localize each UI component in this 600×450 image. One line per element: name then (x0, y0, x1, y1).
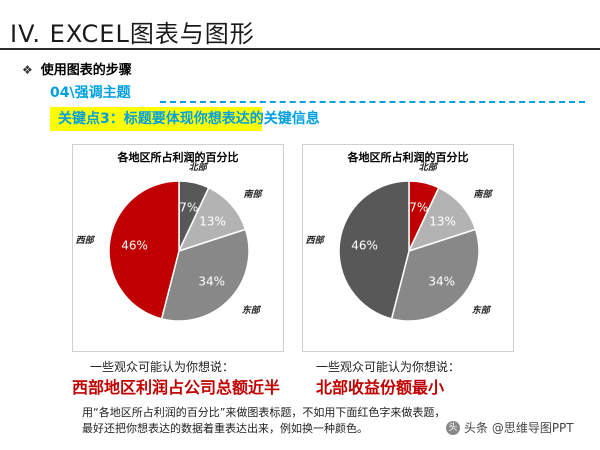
pie-category-label: 东部 (242, 305, 262, 316)
pie-value-label: 13% (429, 214, 456, 228)
toutiao-logo-icon: 头 (446, 420, 460, 435)
step-subheading: 04\强调主题 (50, 85, 131, 101)
pie-category-label: 北部 (419, 162, 439, 173)
footer-text-line2: 最好还把你想表达的数据着重表达出来，例如换一种颜色。 (82, 422, 368, 435)
pie-category-label: 南部 (474, 189, 494, 200)
pie-category-label: 北部 (189, 162, 209, 173)
pie-chart-svg: 7% 北部 13% 南部 34% 东部 46% 西部 (76, 162, 264, 322)
title-underline (0, 48, 600, 50)
pie-value-label: 46% (121, 238, 148, 252)
dashed-divider (160, 101, 585, 103)
audience-note-left: 一些观众可能认为你想说： (90, 360, 235, 374)
pie-category-label: 西部 (76, 235, 96, 246)
pie-category-label: 西部 (306, 235, 326, 246)
pie-value-label: 34% (198, 275, 225, 289)
watermark-text: 头条 @思维导图PPT (464, 421, 574, 435)
pie-slice-1 (407, 186, 477, 253)
footer-text-line1: 用“各地区所占利润的百分比”来做图表标题，不如用下面红色字来做表题， (82, 406, 446, 419)
headline-west: 西部地区利润占公司总额近半 (72, 378, 281, 397)
pie-slice-3 (338, 180, 410, 320)
chart-title: 各地区所占利润的百分比 (347, 151, 469, 164)
audience-note-right: 一些观众可能认为你想说： (316, 360, 461, 374)
pie-value-label: 13% (199, 214, 226, 228)
watermark: 头 头条 @思维导图PPT (446, 419, 574, 436)
pie-chart-north-emphasis: 各地区所占利润的百分比 7% 北部 13% 南部 34% 东部 46% 西部 (302, 144, 514, 352)
pie-chart-svg: 7% 北部 13% 南部 34% 东部 46% 西部 (306, 162, 494, 322)
headline-north: 北部收益份额最小 (316, 378, 445, 397)
pie-value-label: 46% (351, 238, 378, 252)
pie-category-label: 南部 (244, 189, 264, 200)
pie-category-label: 东部 (472, 305, 492, 316)
key-point-banner: 关键点3：标题要体现你想表达的关键信息 (50, 107, 320, 131)
pie-slice-3 (108, 180, 180, 320)
pie-value-label: 7% (409, 200, 428, 214)
pie-chart-west-emphasis: 各地区所占利润的百分比 7% 北部 13% 南部 34% 东部 46% 西部 (72, 144, 284, 352)
pie-slice-2 (160, 228, 250, 322)
diamond-bullet-icon: ❖ (22, 63, 33, 77)
slide-title: IV. EXCEL图表与图形 (10, 20, 255, 48)
pie-value-label: 7% (179, 200, 198, 214)
pie-value-label: 34% (428, 275, 455, 289)
pie-slice-1 (177, 186, 247, 253)
chart-title: 各地区所占利润的百分比 (117, 151, 239, 164)
section-bullet-label: 使用图表的步骤 (40, 63, 132, 78)
section-bullet: ❖ 使用图表的步骤 (22, 59, 132, 78)
pie-slice-2 (390, 228, 480, 322)
